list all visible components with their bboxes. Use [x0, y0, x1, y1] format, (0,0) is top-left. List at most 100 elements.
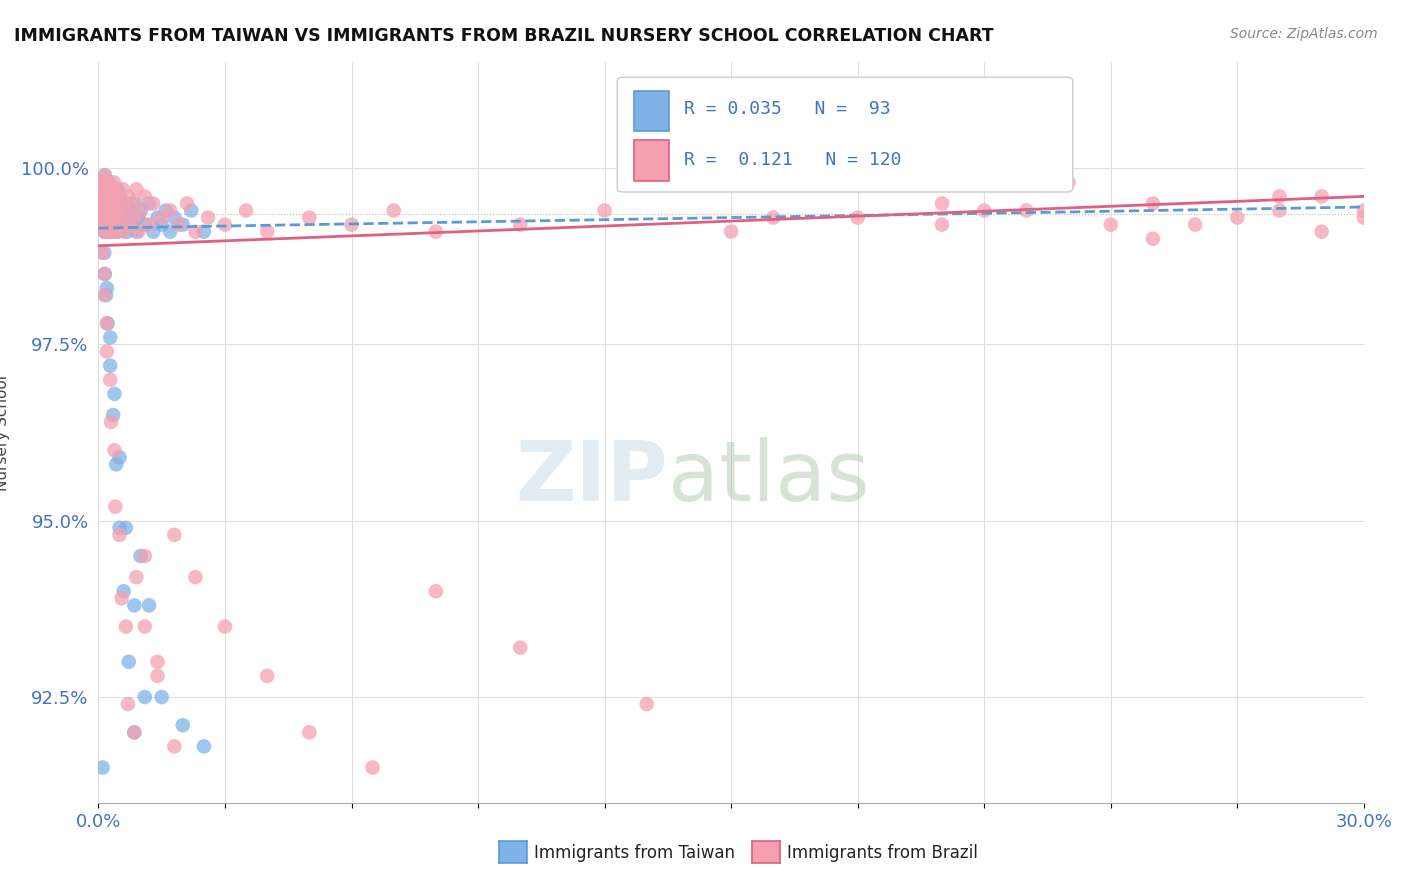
Point	[91, 760, 114, 774]
Point	[108, 528, 131, 542]
Point	[103, 218, 124, 232]
Point	[128, 225, 150, 239]
Point	[103, 175, 125, 189]
Point	[100, 203, 122, 218]
FancyBboxPatch shape	[634, 91, 669, 131]
Point	[110, 218, 132, 232]
Point	[110, 196, 132, 211]
Point	[118, 655, 141, 669]
Point	[96, 281, 118, 295]
Point	[96, 225, 118, 239]
Point	[96, 203, 118, 218]
Point	[100, 196, 122, 211]
Point	[1057, 175, 1080, 189]
Point	[1310, 225, 1333, 239]
Point	[97, 211, 120, 225]
Point	[97, 211, 120, 225]
Text: IMMIGRANTS FROM TAIWAN VS IMMIGRANTS FROM BRAZIL NURSERY SCHOOL CORRELATION CHAR: IMMIGRANTS FROM TAIWAN VS IMMIGRANTS FRO…	[14, 27, 994, 45]
Point	[112, 225, 135, 239]
Text: Immigrants from Brazil: Immigrants from Brazil	[787, 844, 979, 862]
Point	[98, 330, 121, 344]
Point	[97, 218, 120, 232]
Point	[120, 203, 141, 218]
Point	[593, 203, 616, 218]
Point	[97, 189, 120, 203]
Point	[117, 211, 139, 225]
Point	[121, 196, 143, 211]
Point	[121, 218, 143, 232]
Point	[98, 182, 121, 196]
Point	[93, 245, 115, 260]
Point	[931, 196, 953, 211]
Point	[1015, 203, 1038, 218]
Point	[97, 182, 120, 196]
Point	[1353, 203, 1375, 218]
Point	[97, 189, 120, 203]
Text: atlas: atlas	[668, 436, 869, 517]
Point	[172, 218, 194, 232]
Point	[124, 211, 146, 225]
Point	[93, 288, 115, 302]
Point	[103, 211, 124, 225]
Point	[107, 203, 129, 218]
Point	[425, 225, 447, 239]
Point	[103, 225, 125, 239]
Point	[509, 218, 531, 232]
Point	[93, 211, 117, 225]
Point	[101, 218, 124, 232]
Point	[340, 218, 363, 232]
Point	[111, 591, 132, 606]
Point	[115, 203, 138, 218]
Point	[111, 182, 134, 196]
Point	[90, 196, 112, 211]
Point	[150, 690, 173, 704]
Point	[94, 218, 117, 232]
Point	[93, 168, 117, 182]
Point	[96, 316, 118, 330]
Point	[1353, 211, 1375, 225]
Point	[105, 225, 128, 239]
Point	[90, 218, 112, 232]
Point	[94, 175, 117, 189]
Point	[931, 218, 953, 232]
Point	[105, 182, 128, 196]
Point	[103, 408, 124, 422]
Point	[361, 760, 384, 774]
Point	[124, 196, 146, 211]
Point	[138, 599, 160, 613]
Point	[94, 211, 117, 225]
Point	[111, 211, 132, 225]
Point	[100, 189, 122, 203]
Point	[720, 225, 742, 239]
Point	[101, 225, 124, 239]
Point	[98, 373, 121, 387]
Point	[125, 182, 148, 196]
Point	[105, 218, 128, 232]
Point	[146, 655, 169, 669]
Point	[1184, 218, 1206, 232]
Point	[256, 225, 278, 239]
Point	[146, 669, 169, 683]
Point	[91, 211, 114, 225]
Point	[163, 739, 186, 754]
Point	[100, 182, 122, 196]
Text: Immigrants from Taiwan: Immigrants from Taiwan	[534, 844, 735, 862]
Point	[104, 189, 127, 203]
Point	[98, 211, 121, 225]
Point	[101, 196, 124, 211]
Point	[96, 203, 118, 218]
Point	[108, 450, 131, 465]
Point	[91, 218, 114, 232]
Point	[93, 182, 115, 196]
Point	[134, 619, 156, 633]
Point	[107, 211, 129, 225]
Point	[93, 267, 117, 281]
Point	[111, 196, 132, 211]
Point	[129, 549, 152, 563]
Point	[425, 584, 447, 599]
Point	[134, 690, 156, 704]
Point	[104, 196, 127, 211]
Y-axis label: Nursery School: Nursery School	[0, 375, 10, 491]
Text: ZIP: ZIP	[516, 436, 668, 517]
Point	[184, 225, 207, 239]
